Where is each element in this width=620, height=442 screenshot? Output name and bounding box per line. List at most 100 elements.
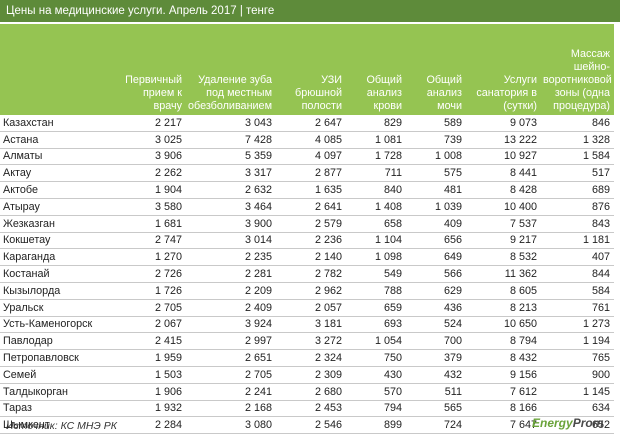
price-cell: 1 408 (346, 198, 406, 216)
region-name: Семей (0, 366, 116, 384)
price-cell: 7 428 (186, 131, 276, 149)
region-name: Павлодар (0, 332, 116, 351)
price-cell: 3 580 (116, 198, 186, 216)
price-cell: 658 (346, 215, 406, 233)
table-body: Казахстан 2 217 3 043 2 647 829 589 9 073 846 Ас… (0, 115, 614, 435)
price-cell: 2 415 (116, 332, 186, 351)
table-row: Уральск 2 705 2 409 2 057 659 436 8 213 761 (0, 299, 614, 317)
price-cell: 3 924 (186, 316, 276, 334)
price-cell: 2 168 (186, 400, 276, 418)
price-cell: 649 (406, 248, 466, 267)
region-name: Костанай (0, 265, 116, 283)
price-cell: 3 317 (186, 164, 276, 183)
logo-part: Energy (532, 416, 573, 430)
price-cell: 1 635 (276, 181, 346, 199)
region-name: Актобе (0, 181, 116, 199)
price-cell: 2 236 (276, 232, 346, 250)
price-cell: 8 441 (466, 164, 541, 183)
price-cell: 2 747 (116, 232, 186, 250)
price-cell: 430 (346, 366, 406, 384)
logo: EnergyProm (532, 416, 603, 430)
price-cell: 409 (406, 215, 466, 233)
price-cell: 2 284 (116, 416, 186, 435)
price-cell: 1 959 (116, 349, 186, 367)
price-cell: 8 794 (466, 332, 541, 351)
price-cell: 3 906 (116, 148, 186, 166)
price-cell: 570 (346, 383, 406, 401)
price-cell: 689 (541, 181, 614, 199)
price-cell: 7 537 (466, 215, 541, 233)
price-cell: 794 (346, 400, 406, 418)
price-cell: 3 014 (186, 232, 276, 250)
price-cell: 8 428 (466, 181, 541, 199)
price-cell: 7 647 (466, 416, 541, 435)
price-cell: 2 453 (276, 400, 346, 418)
region-name: Кокшетау (0, 232, 116, 250)
region-name: Атырау (0, 198, 116, 216)
price-cell: 9 073 (466, 115, 541, 132)
price-cell: 2 217 (116, 115, 186, 132)
price-cell: 1 104 (346, 232, 406, 250)
price-cell: 750 (346, 349, 406, 367)
title: Цены на медицинские услуги. Апрель 2017 … (0, 0, 620, 22)
column-header: УЗИ брюшной полости (276, 24, 346, 115)
price-cell: 1 728 (346, 148, 406, 166)
price-cell: 2 651 (186, 349, 276, 367)
price-cell: 900 (541, 366, 614, 384)
price-cell: 1 098 (346, 248, 406, 267)
price-cell: 2 057 (276, 299, 346, 317)
region-name: Актау (0, 164, 116, 183)
price-cell: 2 067 (116, 316, 186, 334)
table-row: Казахстан 2 217 3 043 2 647 829 589 9 073 846 (0, 115, 614, 132)
price-cell: 1 054 (346, 332, 406, 351)
price-cell: 2 641 (276, 198, 346, 216)
price-cell: 876 (541, 198, 614, 216)
price-cell: 765 (541, 349, 614, 367)
region-name: Петропавловск (0, 349, 116, 367)
region-name: Астана (0, 131, 116, 149)
table-row: Семей 1 503 2 705 2 309 430 432 9 156 900 (0, 366, 614, 384)
price-cell: 1 081 (346, 131, 406, 149)
price-cell: 565 (406, 400, 466, 418)
price-cell: 2 241 (186, 383, 276, 401)
table-row: Талдыкорган 1 906 2 241 2 680 570 511 7 612 1 1… (0, 383, 614, 401)
column-header: Общий анализ мочи (406, 24, 466, 115)
price-cell: 2 324 (276, 349, 346, 367)
price-cell: 584 (541, 282, 614, 300)
price-cell: 829 (346, 115, 406, 132)
price-cell: 2 726 (116, 265, 186, 283)
price-cell: 1 328 (541, 131, 614, 149)
logo-part: Prom (572, 416, 604, 430)
price-cell: 10 650 (466, 316, 541, 334)
table-row: Павлодар 2 415 2 997 3 272 1 054 700 8 794 1 19… (0, 332, 614, 351)
header-row: Первичный прием к врачу Удаление зуба под… (0, 24, 614, 115)
price-cell: 2 546 (276, 416, 346, 435)
table-row: Караганда 1 270 2 235 2 140 1 098 649 8 532 407 (0, 248, 614, 267)
region-name: Талдыкорган (0, 383, 116, 401)
region-name: Тараз (0, 400, 116, 418)
price-cell: 629 (406, 282, 466, 300)
price-cell: 481 (406, 181, 466, 199)
price-cell: 2 235 (186, 248, 276, 267)
price-cell: 8 432 (466, 349, 541, 367)
price-cell: 788 (346, 282, 406, 300)
price-cell: 9 156 (466, 366, 541, 384)
region-name: Алматы (0, 148, 116, 166)
price-cell: 711 (346, 164, 406, 183)
price-cell: 1 681 (116, 215, 186, 233)
region-name: Кызылорда (0, 282, 116, 300)
table-row: Костанай 2 726 2 281 2 782 549 566 11 362 844 (0, 265, 614, 283)
price-cell: 4 085 (276, 131, 346, 149)
price-cell: 8 213 (466, 299, 541, 317)
price-cell: 2 877 (276, 164, 346, 183)
price-cell: 589 (406, 115, 466, 132)
price-cell: 1 270 (116, 248, 186, 267)
price-cell: 379 (406, 349, 466, 367)
price-cell: 1 932 (116, 400, 186, 418)
region-name: Караганда (0, 248, 116, 267)
price-cell: 3 464 (186, 198, 276, 216)
table-row: Петропавловск 1 959 2 651 2 324 750 379 8 432 7… (0, 349, 614, 367)
price-cell: 1 904 (116, 181, 186, 199)
price-cell: 566 (406, 265, 466, 283)
price-cell: 761 (541, 299, 614, 317)
